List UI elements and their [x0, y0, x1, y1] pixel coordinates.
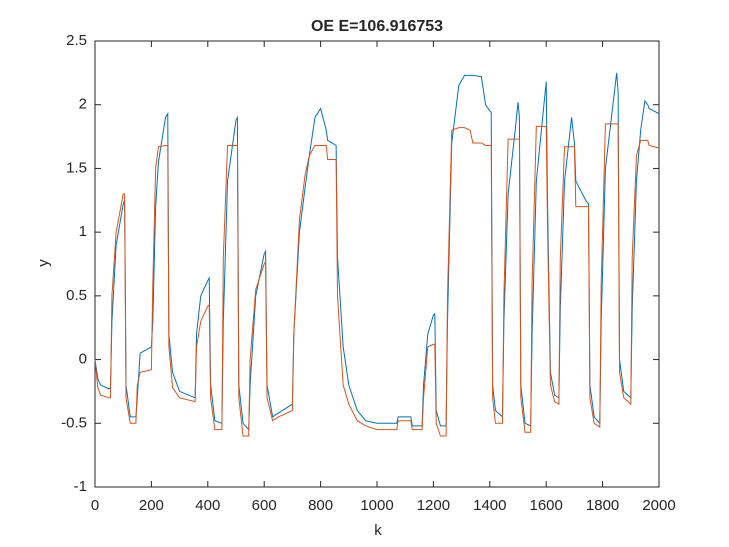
x-tick-label: 1200 [417, 497, 450, 514]
x-tick-label: 800 [308, 497, 333, 514]
y-axis-label: y [35, 259, 52, 267]
y-tick-label: 1.5 [66, 159, 87, 176]
y-tick-label: 0 [79, 351, 87, 368]
data-line [94, 123, 660, 437]
x-tick-label: 0 [91, 497, 99, 514]
y-tick-label: -0.5 [61, 414, 87, 431]
x-tick-label: 1600 [530, 497, 563, 514]
x-tick-label: 400 [195, 497, 220, 514]
y-tick-label: 0.5 [66, 287, 87, 304]
y-tick-label: 2.5 [66, 32, 87, 49]
y-tick-label: -1 [74, 478, 87, 495]
x-tick-label: 2000 [642, 497, 675, 514]
x-tick-label: 200 [139, 497, 164, 514]
x-axis-label: k [374, 522, 382, 539]
data-line [94, 72, 660, 431]
x-tick-label: 1000 [360, 497, 393, 514]
x-tick-label: 1400 [473, 497, 506, 514]
plot-area [94, 40, 660, 488]
chart-title: OE E=106.916753 [311, 18, 443, 35]
x-tick-label: 1800 [586, 497, 619, 514]
y-tick-label: 1 [79, 223, 87, 240]
y-tick-label: 2 [79, 96, 87, 113]
x-tick-label: 600 [252, 497, 277, 514]
